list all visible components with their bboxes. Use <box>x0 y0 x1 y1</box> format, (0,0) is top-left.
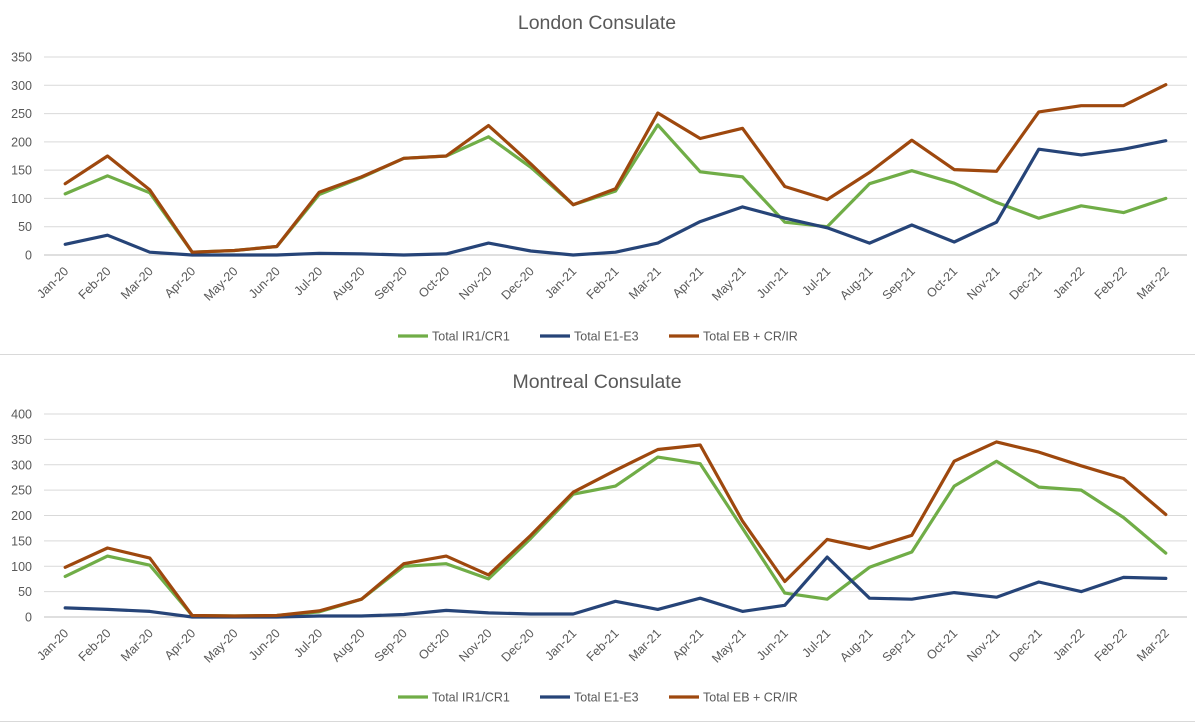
montreal-x-tick-label: Sep-21 <box>880 626 918 664</box>
london-y-tick-label: 350 <box>11 51 32 65</box>
london-x-tick-label: Oct-21 <box>924 264 960 300</box>
montreal-x-tick-label: Apr-20 <box>162 626 198 662</box>
montreal-y-tick-label: 100 <box>11 560 32 574</box>
london-x-tick-label: Jul-21 <box>799 264 833 298</box>
montreal-x-tick-label: Jul-21 <box>799 626 833 660</box>
london-legend-label-total-e1-e3: Total E1-E3 <box>574 330 639 344</box>
montreal-x-tick-label: Oct-20 <box>416 626 452 662</box>
london-x-tick-label: Apr-20 <box>162 264 198 300</box>
montreal-y-tick-label: 350 <box>11 433 32 447</box>
london-x-tick-label: Nov-21 <box>964 264 1002 302</box>
montreal-series-line-total-eb-cr-ir <box>63 440 1168 618</box>
london-y-tick-label: 50 <box>18 220 32 234</box>
montreal-x-tick-label: May-20 <box>201 626 240 665</box>
london-x-tick-label: Aug-20 <box>329 264 367 302</box>
montreal-x-tick-label: Nov-20 <box>456 626 494 664</box>
montreal-x-tick-label: Aug-20 <box>329 626 367 664</box>
chart-divider <box>0 354 1195 355</box>
montreal-x-tick-label: Mar-20 <box>118 626 156 664</box>
montreal-chart-title: Montreal Consulate <box>512 371 681 393</box>
london-x-tick-label: Jun-21 <box>754 264 791 301</box>
london-x-tick-label: Apr-21 <box>670 264 706 300</box>
london-x-tick-label: Jan-22 <box>1050 264 1087 301</box>
london-chart-svg: London Consulate 0 50 100 150 200 250 300 350 Jan… <box>11 12 1187 344</box>
montreal-x-tick-label: Sep-20 <box>372 626 410 664</box>
london-x-tick-label: Dec-20 <box>499 264 537 302</box>
montreal-x-tick-label: Aug-21 <box>837 626 875 664</box>
montreal-y-tick-label: 50 <box>18 585 32 599</box>
montreal-y-tick-label: 150 <box>11 534 32 548</box>
london-x-tick-label: Oct-20 <box>416 264 452 300</box>
bottom-border <box>0 721 1195 722</box>
montreal-y-tick-label: 250 <box>11 484 32 498</box>
london-x-tick-label: Jan-21 <box>542 264 579 301</box>
london-series-line-total-eb-cr-ir <box>63 83 1168 254</box>
montreal-chart-svg: Montreal Consulate 0 50 100 150 200 250 300 350 4… <box>11 371 1187 705</box>
london-y-tick-label: 150 <box>11 164 32 178</box>
montreal-x-tick-label: Feb-20 <box>76 626 114 664</box>
london-y-tick-label: 200 <box>11 135 32 149</box>
montreal-y-tick-label: 200 <box>11 509 32 523</box>
london-x-tick-label: May-21 <box>709 264 748 303</box>
montreal-x-tick-label: Feb-22 <box>1092 626 1130 664</box>
london-x-tick-label: Sep-21 <box>880 264 918 302</box>
montreal-x-tick-label: Nov-21 <box>964 626 1002 664</box>
montreal-y-tick-label: 300 <box>11 458 32 472</box>
montreal-y-tick-label: 400 <box>11 408 32 422</box>
montreal-x-tick-label: Apr-21 <box>670 626 706 662</box>
montreal-x-tick-label: Jul-20 <box>291 626 325 660</box>
london-x-tick-label: Feb-21 <box>584 264 622 302</box>
london-x-tick-label: Aug-21 <box>837 264 875 302</box>
montreal-legend-label-total-e1-e3: Total E1-E3 <box>574 691 639 705</box>
montreal-x-tick-label: Jan-21 <box>542 626 579 663</box>
london-x-tick-label: Jul-20 <box>291 264 325 298</box>
london-y-tick-label: 100 <box>11 192 32 206</box>
london-y-tick-label: 300 <box>11 79 32 93</box>
montreal-x-tick-label: Dec-20 <box>499 626 537 664</box>
london-x-tick-label: May-20 <box>201 264 240 303</box>
montreal-x-tick-label: Dec-21 <box>1007 626 1045 664</box>
london-x-tick-label: Mar-21 <box>626 264 664 302</box>
montreal-x-tick-label: Jun-21 <box>754 626 791 663</box>
montreal-y-tick-label: 0 <box>25 611 32 625</box>
london-x-tick-label: Sep-20 <box>372 264 410 302</box>
london-y-tick-label: 0 <box>25 249 32 263</box>
montreal-legend-label-total-ir1-cr1: Total IR1/CR1 <box>432 691 510 705</box>
london-x-tick-label: Jun-20 <box>246 264 283 301</box>
montreal-series-line-total-ir1-cr1 <box>63 455 1168 618</box>
montreal-x-tick-label: Jan-20 <box>34 626 71 663</box>
montreal-x-tick-label: Feb-21 <box>584 626 622 664</box>
london-series-line-total-e1-e3 <box>63 139 1168 257</box>
london-y-tick-label: 250 <box>11 107 32 121</box>
london-x-tick-label: Feb-20 <box>76 264 114 302</box>
london-x-tick-label: Nov-20 <box>456 264 494 302</box>
montreal-x-tick-label: Jan-22 <box>1050 626 1087 663</box>
london-x-tick-label: Feb-22 <box>1092 264 1130 302</box>
london-x-tick-label: Mar-20 <box>118 264 156 302</box>
london-x-tick-label: Dec-21 <box>1007 264 1045 302</box>
montreal-x-tick-label: Mar-21 <box>626 626 664 664</box>
london-x-tick-label: Mar-22 <box>1134 264 1172 302</box>
montreal-x-tick-label: Jun-20 <box>246 626 283 663</box>
montreal-x-tick-label: Mar-22 <box>1134 626 1172 664</box>
london-consulate-chart: London Consulate 0 50 100 150 200 250 300 350 Jan… <box>0 0 1195 354</box>
london-legend-label-total-eb-cr-ir: Total EB + CR/IR <box>703 330 798 344</box>
montreal-legend-label-total-eb-cr-ir: Total EB + CR/IR <box>703 691 798 705</box>
london-chart-title: London Consulate <box>518 12 676 34</box>
montreal-x-tick-label: Oct-21 <box>924 626 960 662</box>
london-legend-label-total-ir1-cr1: Total IR1/CR1 <box>432 330 510 344</box>
montreal-consulate-chart: Montreal Consulate 0 50 100 150 200 250 300 350 4… <box>0 355 1195 723</box>
montreal-x-tick-label: May-21 <box>709 626 748 665</box>
london-x-tick-label: Jan-20 <box>34 264 71 301</box>
